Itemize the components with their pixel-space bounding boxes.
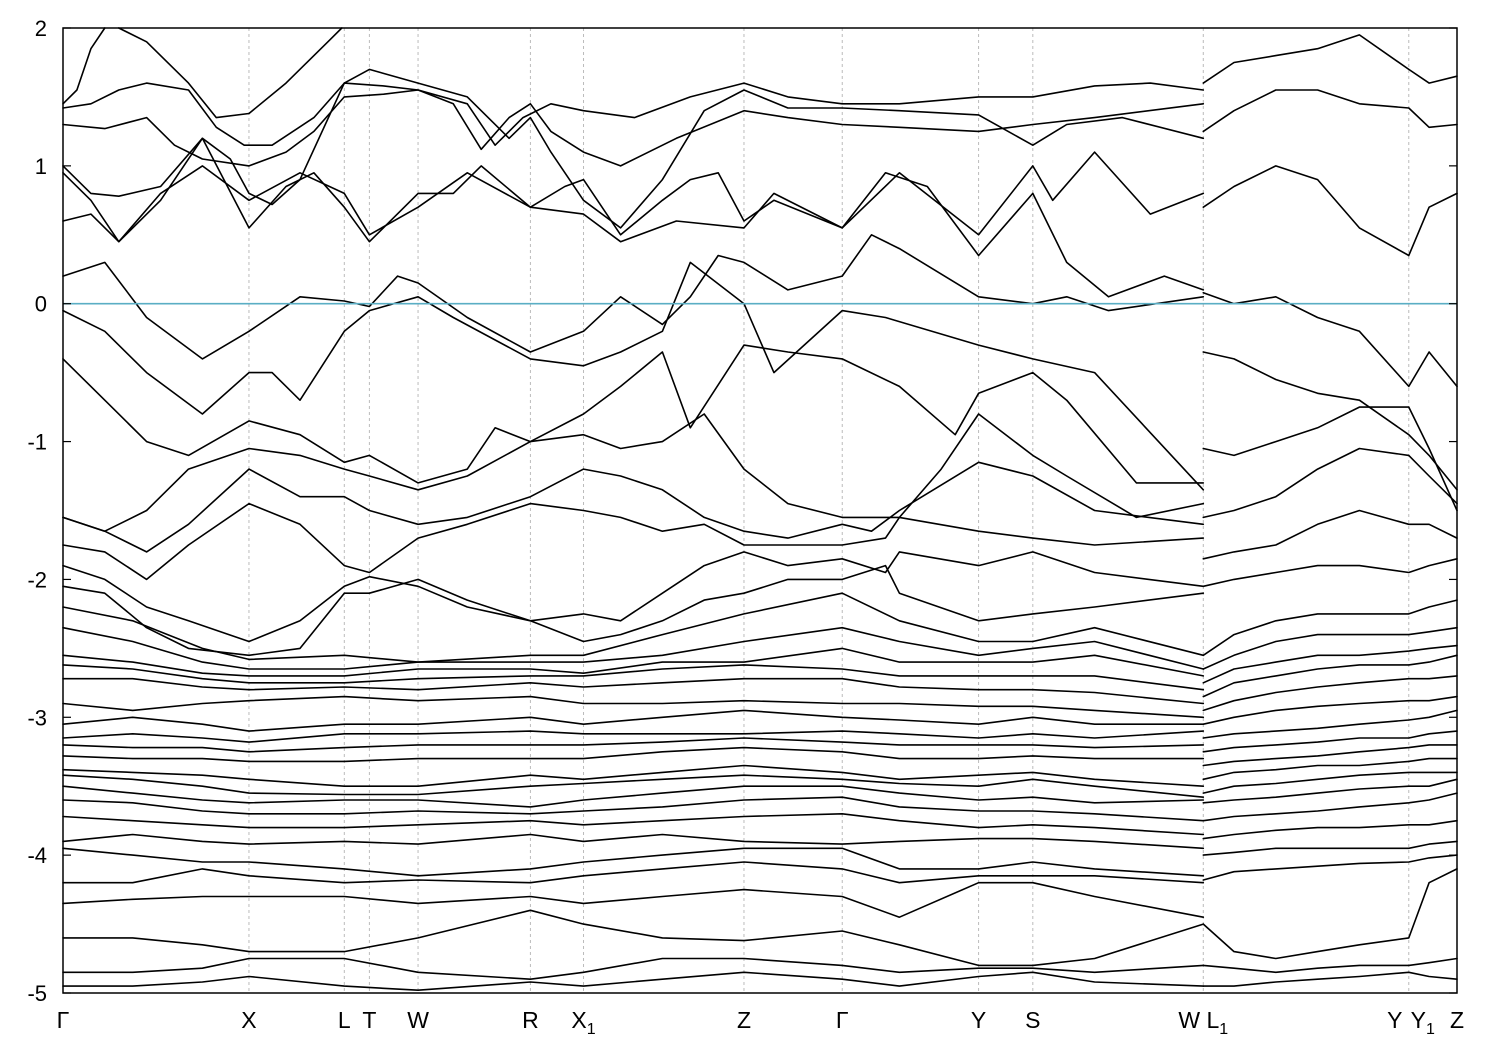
band-line-62 [1202,868,1458,960]
y-tick-label-6: -4 [27,843,47,868]
band-line-18 [62,664,1205,691]
y-axis-ticks: 2 1 0 -1 -2 -3 -4 -5 [27,16,1457,1006]
band-line-11 [62,461,1205,553]
kpoint-label-0: Γ [57,1007,70,1033]
band-line-30 [62,833,1205,850]
band-line-24 [62,746,1205,763]
band-line-3 [62,89,1205,167]
band-line-0 [62,27,106,105]
band-line-1 [118,27,343,119]
kpoint-label-2: L [338,1007,351,1033]
band-line-54 [1202,744,1458,767]
band-line-34 [62,909,1205,967]
kpoint-label-13: Y [1387,1007,1402,1033]
band-line-52 [1202,709,1458,739]
band-line-12 [62,502,1205,581]
kpoint-label-11: W [1178,1007,1200,1033]
band-line-47 [1202,626,1458,670]
band-line-45 [1202,558,1458,588]
y-tick-label-7: -5 [27,981,47,1006]
band-line-64 [1202,971,1458,987]
kpoint-label-5: R [522,1007,539,1033]
band-line-5 [62,137,1205,243]
band-line-36 [62,971,1205,991]
band-line-28 [62,796,1205,822]
y-tick-label-4: -2 [27,567,47,592]
band-line-44 [1202,509,1458,560]
band-line-20 [62,695,1205,719]
band-lines [62,27,1458,991]
y-tick-label-5: -3 [27,705,47,730]
band-line-33 [62,881,1205,918]
band-line-53 [1202,730,1458,753]
band-line-9 [62,344,1205,484]
band-line-26 [62,774,1205,798]
kpoint-label-8: Γ [836,1007,849,1033]
band-line-43 [1202,447,1458,519]
band-line-49 [1202,654,1458,698]
band-line-23 [62,737,1205,753]
high-symmetry-lines [248,28,1410,993]
band-line-10 [62,413,1205,532]
band-line-38 [1202,89,1458,133]
plot-frame [62,27,1458,994]
band-line-16 [62,626,1205,670]
band-line-58 [1202,792,1458,822]
band-line-48 [1202,644,1458,684]
band-line-39 [1202,165,1458,257]
band-line-60 [1202,840,1458,856]
band-line-22 [62,730,1205,743]
kpoint-label-1: X [241,1007,256,1033]
band-line-35 [62,957,1205,980]
y-tick-label-0: 2 [35,16,47,41]
band-line-29 [62,813,1205,836]
band-line-31 [62,847,1205,877]
band-line-8 [62,261,1205,491]
band-line-40 [1202,291,1458,388]
kpoint-label-10: S [1025,1007,1040,1033]
band-line-42 [1202,406,1458,512]
band-line-6 [62,165,1205,298]
band-line-21 [62,709,1205,732]
band-line-32 [62,861,1205,884]
band-line-41 [1202,351,1458,491]
band-line-13 [62,551,1205,643]
kpoint-label-9: Y [971,1007,986,1033]
band-line-14 [62,564,1205,657]
band-line-59 [1202,819,1458,840]
y-tick-label-1: 1 [35,154,47,179]
band-line-25 [62,764,1205,787]
band-line-15 [62,592,1205,663]
band-line-17 [62,647,1205,677]
kpoint-label-3: T [362,1007,376,1033]
band-line-37 [1202,34,1458,84]
band-line-27 [62,785,1205,808]
band-line-63 [1202,957,1458,974]
x-axis-kpoint-labels: Γ X L T W R X1 Z Γ Y S W L1 Y Y1 Z [57,1007,1464,1038]
band-line-50 [1202,675,1458,712]
band-line-19 [62,677,1205,705]
kpoint-label-15: Z [1450,1007,1464,1033]
kpoint-label-4: W [407,1007,429,1033]
band-line-55 [1202,757,1458,781]
band-line-2 [62,82,1205,146]
band-line-57 [1202,778,1458,804]
band-line-4 [62,68,1205,229]
band-line-61 [1202,854,1458,881]
y-tick-label-2: 0 [35,292,47,317]
y-tick-label-3: -1 [27,430,47,455]
kpoint-label-7: Z [737,1007,751,1033]
band-line-7 [62,234,1205,360]
band-line-56 [1202,771,1458,794]
band-line-51 [1202,695,1458,725]
band-line-46 [1202,599,1458,657]
